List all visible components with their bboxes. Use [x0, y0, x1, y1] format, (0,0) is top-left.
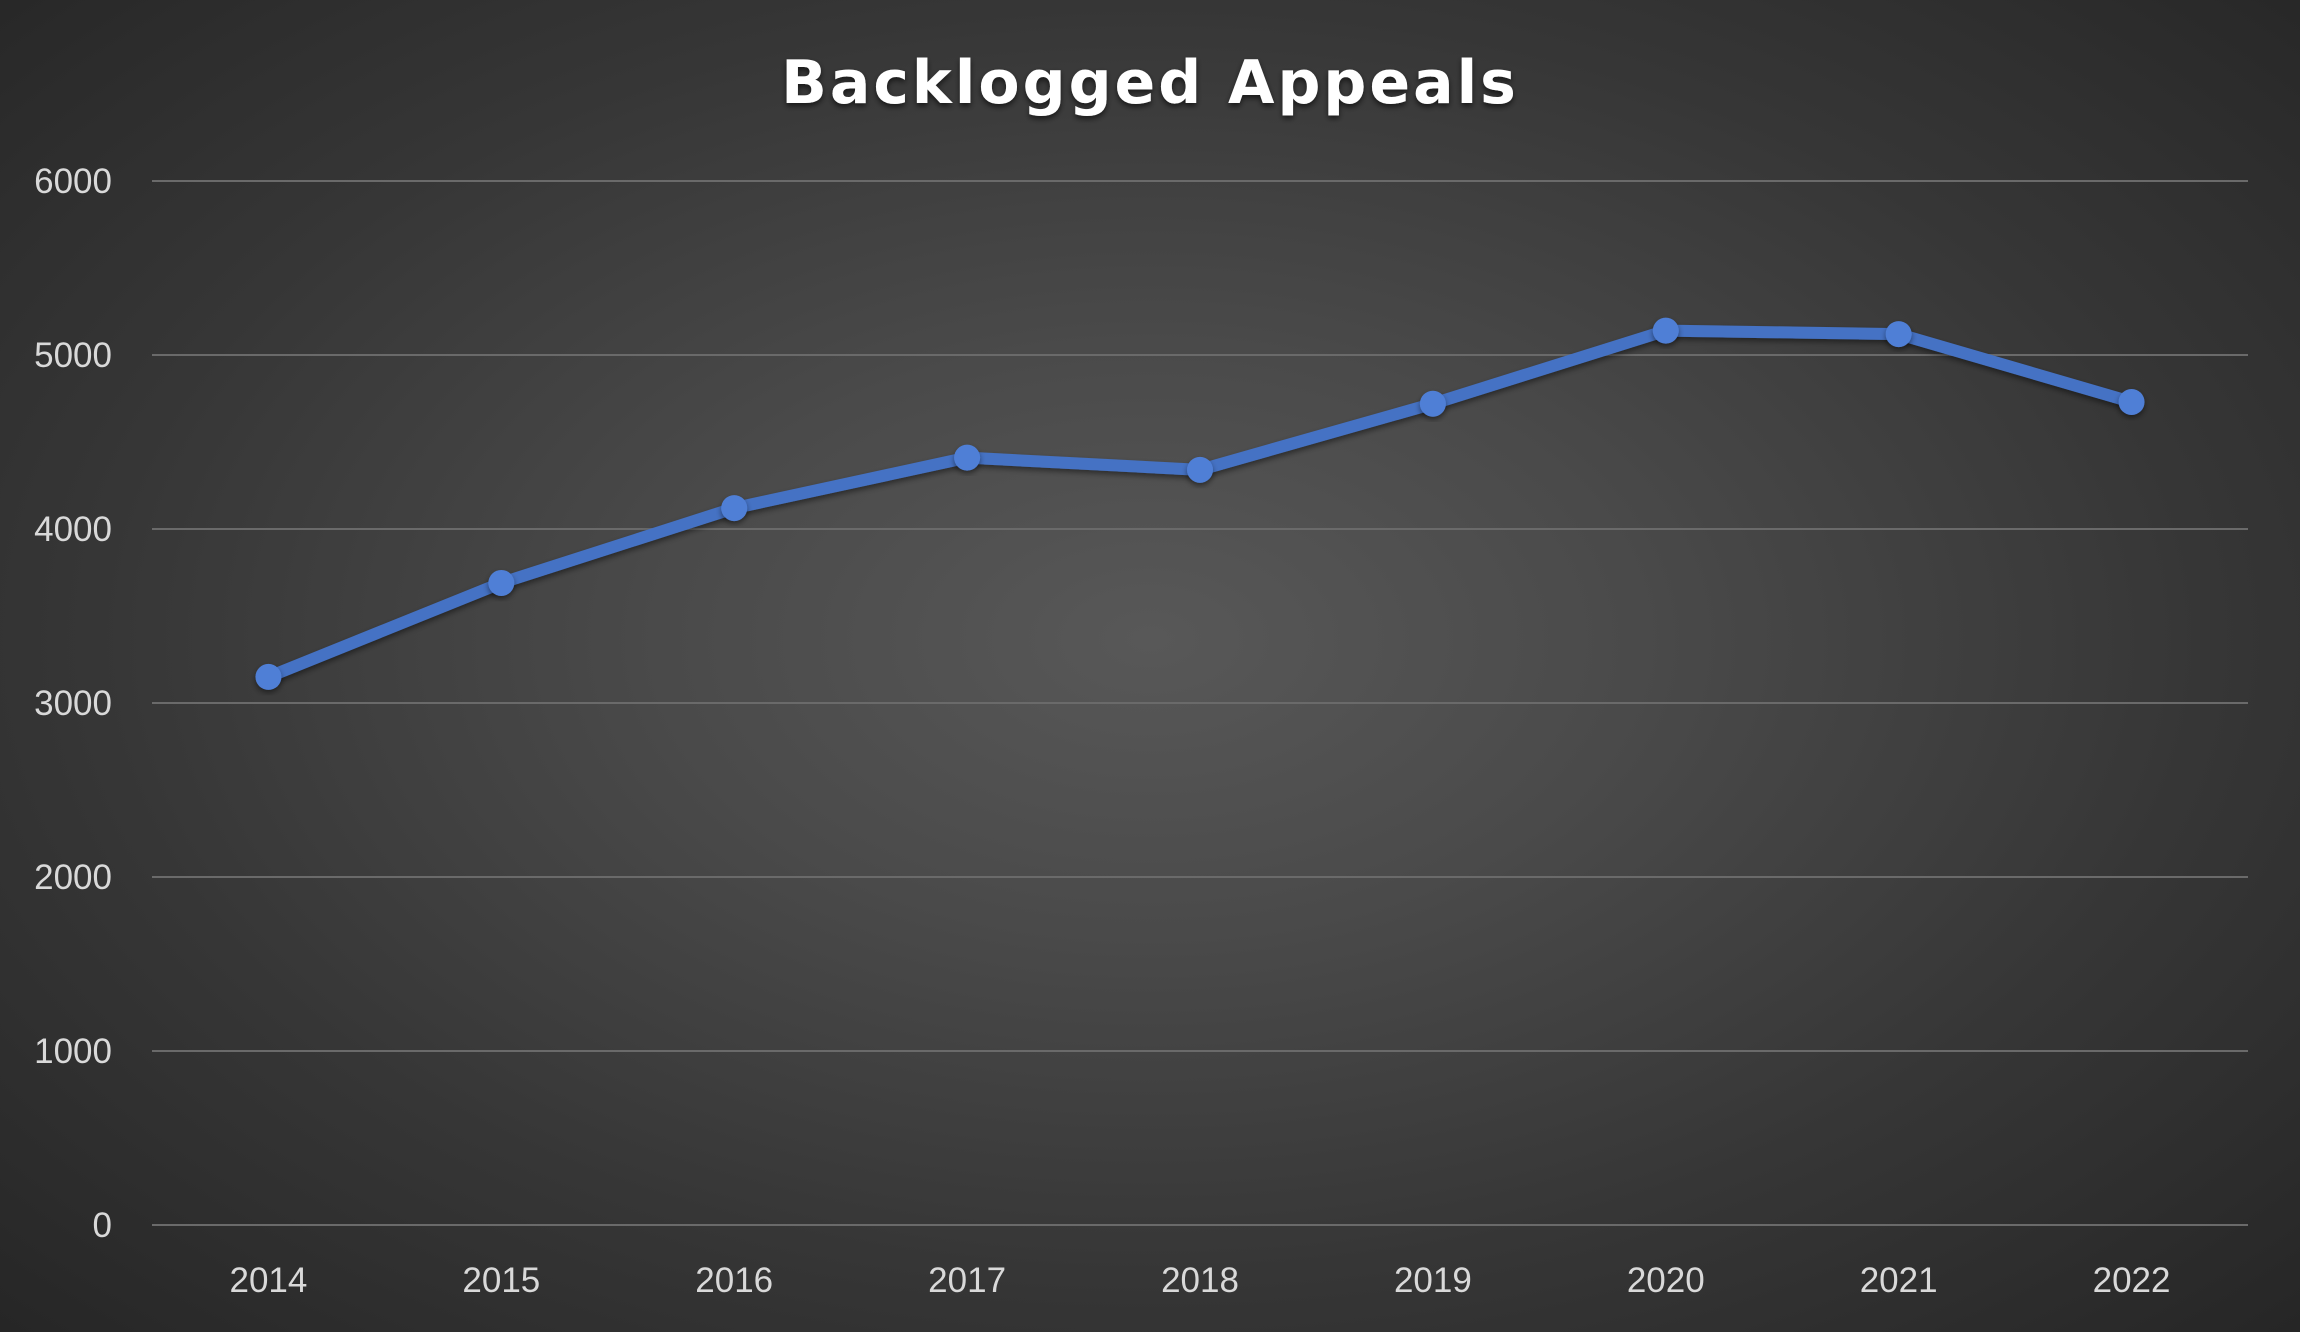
data-point — [721, 495, 748, 522]
data-point — [2118, 388, 2145, 415]
x-tick-label: 2014 — [230, 1261, 308, 1300]
y-tick-label: 5000 — [34, 336, 112, 375]
x-axis-tick-labels: 2014 2015 2016 2017 2018 2019 2020 2021 2022 — [230, 1261, 2171, 1300]
y-tick-label: 2000 — [34, 858, 112, 897]
y-tick-label: 1000 — [34, 1032, 112, 1071]
x-tick-label: 2022 — [2093, 1261, 2171, 1300]
x-tick-label: 2020 — [1627, 1261, 1705, 1300]
x-tick-label: 2016 — [695, 1261, 773, 1300]
y-tick-label: 6000 — [34, 162, 112, 201]
x-tick-label: 2019 — [1394, 1261, 1472, 1300]
data-point — [1419, 390, 1446, 417]
y-axis-tick-labels: 0 1000 2000 3000 4000 5000 6000 — [34, 162, 112, 1245]
data-point — [1652, 317, 1679, 344]
series-group — [255, 317, 2145, 690]
x-tick-label: 2017 — [928, 1261, 1006, 1300]
series-line — [262, 324, 2138, 683]
chart-title: Backlogged Appeals — [781, 48, 1519, 118]
data-point — [255, 663, 282, 690]
x-tick-label: 2018 — [1161, 1261, 1239, 1300]
data-point — [954, 444, 981, 471]
gridlines — [152, 180, 2248, 1226]
data-point — [488, 569, 515, 596]
y-tick-label: 3000 — [34, 684, 112, 723]
x-tick-label: 2015 — [462, 1261, 540, 1300]
data-point — [1885, 321, 1912, 348]
y-tick-label: 0 — [93, 1206, 112, 1245]
y-tick-label: 4000 — [34, 510, 112, 549]
data-point — [1187, 456, 1213, 483]
x-tick-label: 2021 — [1860, 1261, 1938, 1300]
